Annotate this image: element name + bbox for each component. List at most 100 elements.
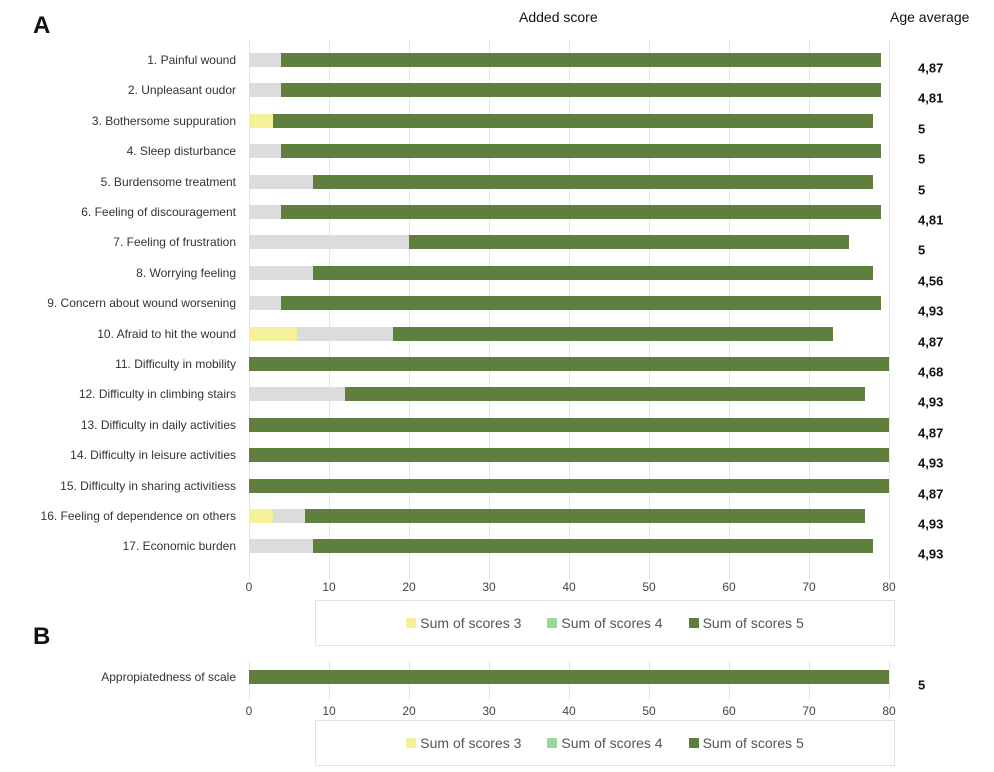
category-label: 11. Difficulty in mobility (115, 357, 236, 371)
bar-segment-sum-of-scores-5 (281, 144, 881, 159)
age-average-header: Age average (890, 9, 970, 25)
legend-label: Sum of scores 3 (420, 615, 522, 631)
legend: Sum of scores 3 Sum of scores 4 Sum of sco… (315, 720, 895, 766)
category-label: Appropiatedness of scale (101, 670, 236, 684)
gridline (889, 662, 890, 700)
bar-segment-sum-of-scores-5 (313, 174, 873, 189)
category-label: 2. Unpleasant oudor (127, 83, 236, 98)
bar-segment-sum-of-scores-3 (249, 509, 273, 523)
age-average-value: 5 (918, 151, 926, 167)
x-tick-label: 50 (642, 704, 656, 718)
legend-item: Sum of scores 5 (688, 615, 804, 631)
panel-b-label: B (33, 623, 51, 650)
category-label: 15. Difficulty in sharing activitiess (60, 478, 236, 493)
age-average-value: 5 (918, 242, 926, 258)
legend-swatch (406, 618, 417, 628)
x-tick-label: 70 (802, 580, 816, 594)
bar-segment-sum-of-scores-4 (297, 326, 393, 341)
age-average-value: 5 (918, 182, 926, 198)
bar-segment-sum-of-scores-4 (249, 83, 281, 98)
bar-segment-sum-of-scores-5 (281, 205, 881, 219)
x-tick-label: 70 (802, 704, 816, 718)
bar-segment-sum-of-scores-3 (249, 113, 273, 128)
age-average-value: 5 (918, 677, 926, 693)
category-label: 17. Economic burden (122, 539, 236, 554)
legend-label: Sum of scores 5 (702, 735, 804, 751)
age-average-value: 4,93 (918, 516, 944, 532)
x-tick-label: 80 (882, 704, 896, 718)
age-average-value: 4,87 (918, 486, 944, 502)
legend-label: Sum of scores 4 (561, 615, 663, 631)
age-average-value: 4,56 (918, 273, 944, 289)
category-label: 9. Concern about wound worsening (47, 296, 236, 311)
x-tick-label: 30 (482, 704, 496, 718)
x-tick-label: 80 (882, 580, 896, 594)
category-label: 5. Burdensome treatment (100, 174, 236, 189)
category-label: 13. Difficulty in daily activities (80, 417, 236, 432)
bar-segment-sum-of-scores-5 (393, 326, 833, 341)
category-label: 1. Painful wound (147, 53, 236, 67)
bar-segment-sum-of-scores-3 (249, 326, 297, 341)
legend-item: Sum of scores 5 (688, 735, 804, 751)
x-tick-label: 40 (562, 704, 576, 718)
x-tick-label: 40 (562, 580, 576, 594)
bar-segment-sum-of-scores-4 (249, 53, 281, 67)
x-tick-label: 60 (722, 704, 736, 718)
bar-segment-sum-of-scores-5 (313, 265, 873, 280)
bar-segment-sum-of-scores-4 (249, 387, 345, 402)
legend-item: Sum of scores 4 (547, 615, 663, 631)
age-average-value: 4,87 (918, 334, 944, 350)
bar-segment-sum-of-scores-4 (249, 144, 281, 159)
age-average-value: 4,93 (918, 546, 944, 562)
x-tick-label: 60 (722, 580, 736, 594)
category-label: 4. Sleep disturbance (126, 144, 236, 159)
category-label: 16. Feeling of dependence on others (40, 509, 236, 523)
category-label: 12. Difficulty in climbing stairs (78, 387, 236, 402)
bar-segment-sum-of-scores-5 (345, 387, 865, 402)
category-label: 3. Bothersome suppuration (91, 113, 236, 128)
x-tick-label: 10 (322, 580, 336, 594)
x-tick-label: 20 (402, 580, 416, 594)
bar-segment-sum-of-scores-5 (249, 417, 889, 432)
x-tick-label: 20 (402, 704, 416, 718)
legend-label: Sum of scores 3 (420, 735, 522, 751)
age-average-value: 4,81 (918, 90, 944, 106)
bar-segment-sum-of-scores-4 (249, 235, 409, 250)
bar-segment-sum-of-scores-4 (249, 174, 313, 189)
bar-segment-sum-of-scores-5 (409, 235, 849, 250)
age-average-value: 4,87 (918, 60, 944, 76)
bar-segment-sum-of-scores-5 (305, 509, 865, 523)
legend-item: Sum of scores 3 (406, 615, 521, 631)
age-average-value: 4,68 (918, 364, 944, 380)
age-average-value: 4,93 (918, 394, 944, 410)
legend-swatch (406, 738, 417, 748)
x-tick-label: 10 (322, 704, 336, 718)
bar-segment-sum-of-scores-4 (273, 509, 305, 523)
legend-swatch (547, 618, 558, 628)
age-average-value: 4,93 (918, 455, 944, 471)
age-average-value: 4,93 (918, 303, 944, 319)
legend-item: Sum of scores 4 (547, 735, 663, 751)
bar-segment-sum-of-scores-5 (249, 357, 889, 371)
x-axis-title: Added score (519, 9, 598, 25)
x-tick-label: 50 (642, 580, 656, 594)
bar-segment-sum-of-scores-5 (281, 83, 881, 98)
legend-label: Sum of scores 5 (702, 615, 804, 631)
bar-segment-sum-of-scores-4 (249, 205, 281, 219)
legend-label: Sum of scores 4 (561, 735, 663, 751)
legend-swatch (688, 618, 699, 628)
legend: Sum of scores 3 Sum of scores 4 Sum of sco… (315, 600, 895, 646)
category-label: 7. Feeling of frustration (113, 235, 236, 250)
panel-a-label: A (33, 12, 51, 39)
category-label: 6. Feeling of discouragement (81, 205, 236, 219)
x-tick-label: 0 (245, 580, 253, 594)
bar-segment-sum-of-scores-4 (249, 296, 281, 311)
age-average-value: 5 (918, 121, 926, 137)
bar-segment-sum-of-scores-5 (249, 478, 889, 493)
category-label: 14. Difficulty in leisure activities (70, 448, 236, 463)
bar-segment-sum-of-scores-5 (249, 448, 889, 463)
category-label: 10. Afraid to hit the wound (97, 326, 236, 341)
age-average-value: 4,87 (918, 425, 944, 441)
bar-segment-sum-of-scores-5 (281, 53, 881, 67)
